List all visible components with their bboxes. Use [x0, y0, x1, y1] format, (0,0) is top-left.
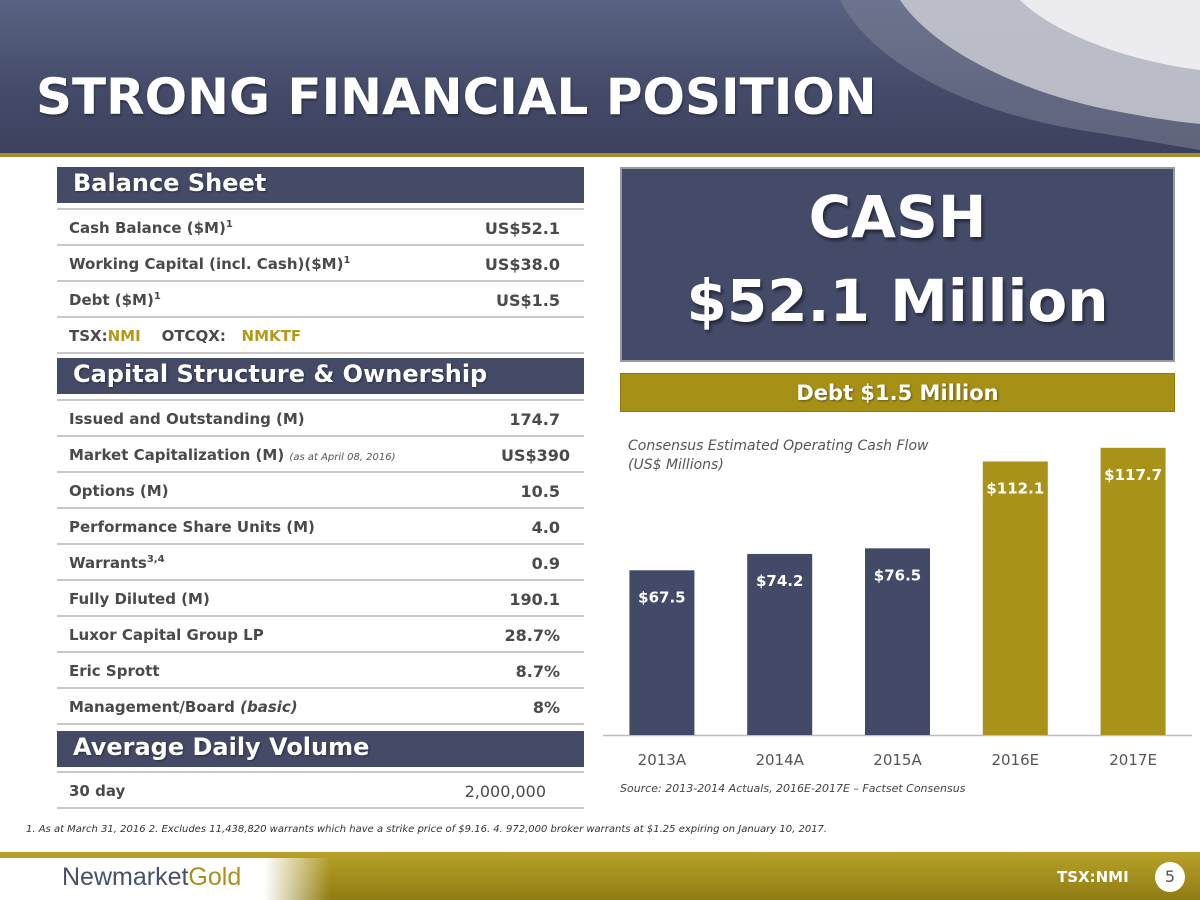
- chart-title: Consensus Estimated Operating Cash Flow …: [628, 437, 928, 475]
- bar-2013A: [629, 570, 695, 735]
- row-value: 190.1: [509, 590, 560, 609]
- otc-label: OTCQX:: [161, 327, 226, 345]
- data-label-2015A: $76.5: [874, 566, 921, 584]
- row-value: 0.9: [531, 554, 560, 573]
- row-footnote-mark: 3,4: [146, 554, 165, 565]
- average-daily-volume-heading-text: Average Daily Volume: [73, 733, 370, 761]
- data-label-2016E: $112.1: [986, 479, 1044, 497]
- row-value: US$1.5: [496, 291, 560, 310]
- bar-2016E: [982, 461, 1048, 735]
- capital-structure-heading: Capital Structure & Ownership: [57, 358, 584, 394]
- row-label-qualifier: (basic): [240, 698, 298, 716]
- row-label: Options (M): [69, 482, 169, 500]
- row-footnote-mark: 1: [343, 255, 351, 266]
- row-value: 2,000,000: [464, 782, 546, 801]
- x-tick-label-2016E: 2016E: [991, 751, 1039, 769]
- row-label: Performance Share Units (M): [69, 518, 315, 536]
- header-divider: [0, 153, 1200, 157]
- row-value: US$38.0: [484, 255, 560, 274]
- row-label: Cash Balance ($M): [69, 219, 226, 237]
- table-row: Fully Diluted (M) 190.1: [57, 581, 584, 617]
- row-value: 28.7%: [504, 626, 560, 645]
- page-title: STRONG FINANCIAL POSITION: [36, 68, 877, 126]
- cash-amount: $52.1 Million: [686, 267, 1109, 335]
- newmarket-gold-logo: NewmarketGold: [62, 863, 241, 892]
- data-label-2013A: $67.5: [638, 588, 685, 606]
- x-tick-label-2013A: 2013A: [638, 751, 687, 769]
- cash-heading: CASH: [808, 183, 987, 251]
- debt-highlight-box: Debt $1.5 Million: [620, 373, 1175, 412]
- row-value: 10.5: [520, 482, 560, 501]
- logo-text-newmarket: Newmarket: [62, 863, 189, 891]
- capital-structure-heading-text: Capital Structure & Ownership: [73, 360, 488, 388]
- x-tick-label-2014A: 2014A: [755, 751, 804, 769]
- row-note: (as at April 08, 2016): [289, 452, 396, 463]
- bar-2014A: [747, 553, 813, 735]
- row-footnote-mark: 1: [153, 291, 161, 302]
- ticker-row: TSX:NMI OTCQX: NMKTF: [57, 318, 584, 354]
- chart-source: Source: 2013-2014 Actuals, 2016E-2017E –…: [620, 782, 966, 795]
- row-label: Warrants: [69, 554, 147, 572]
- footer-logo-background: [0, 858, 330, 900]
- operating-cash-flow-chart: $67.5 2013A $74.2 2014A $76.5 2015A $112.1 2016…: [603, 447, 1192, 769]
- row-label: Luxor Capital Group LP: [69, 626, 264, 644]
- footnote: 1. As at March 31, 2016 2. Excludes 11,4…: [26, 824, 828, 835]
- otc-symbol: NMKTF: [241, 327, 302, 345]
- row-label: Market Capitalization (M): [69, 446, 285, 464]
- average-daily-volume-table: 30 day 2,000,000: [57, 771, 584, 809]
- average-daily-volume-heading: Average Daily Volume: [57, 731, 584, 767]
- row-label: 30 day: [69, 782, 126, 800]
- logo-text-gold: Gold: [188, 863, 242, 891]
- balance-sheet-table: Cash Balance ($M)1 US$52.1 Working Capit…: [57, 208, 584, 354]
- row-label: Eric Sprott: [69, 662, 160, 680]
- debt-label: Debt $1.5 Million: [796, 381, 999, 405]
- data-label-2014A: $74.2: [756, 572, 803, 590]
- row-value: 8.7%: [515, 662, 560, 681]
- table-row: Working Capital (incl. Cash)($M)1 US$38.…: [57, 246, 584, 282]
- table-row: Cash Balance ($M)1 US$52.1: [57, 210, 584, 246]
- table-row: Eric Sprott 8.7%: [57, 653, 584, 689]
- table-row: Performance Share Units (M) 4.0: [57, 509, 584, 545]
- tsx-label: TSX:: [69, 327, 108, 345]
- row-value: 174.7: [509, 410, 560, 429]
- balance-sheet-heading-text: Balance Sheet: [73, 169, 267, 197]
- table-row: Management/Board (basic) 8%: [57, 689, 584, 725]
- x-tick-label-2015A: 2015A: [873, 751, 922, 769]
- footer-ticker: TSX:NMI: [1057, 868, 1129, 886]
- row-value: 4.0: [531, 518, 560, 537]
- table-row: Luxor Capital Group LP 28.7%: [57, 617, 584, 653]
- capital-structure-table: Issued and Outstanding (M) 174.7 Market …: [57, 399, 584, 725]
- tsx-symbol: NMI: [107, 327, 141, 345]
- bar-2017E: [1100, 447, 1166, 735]
- row-value: US$52.1: [484, 219, 560, 238]
- table-row: Market Capitalization (M) (as at April 0…: [57, 437, 584, 473]
- chart-title-line-1: Consensus Estimated Operating Cash Flow: [628, 438, 929, 454]
- row-value: 8%: [532, 698, 560, 717]
- page-number: 5: [1155, 862, 1185, 892]
- row-label: Management/Board: [69, 698, 235, 716]
- chart-title-line-2: (US$ Millions): [628, 457, 724, 473]
- data-label-2017E: $117.7: [1104, 466, 1162, 484]
- cash-highlight-box: CASH $52.1 Million: [620, 167, 1175, 362]
- row-label: Issued and Outstanding (M): [69, 410, 305, 428]
- row-value: US$390: [500, 446, 570, 465]
- header-banner: STRONG FINANCIAL POSITION: [0, 0, 1200, 153]
- row-footnote-mark: 1: [225, 219, 233, 230]
- table-row: Debt ($M)1 US$1.5: [57, 282, 584, 318]
- table-row: Warrants3,4 0.9: [57, 545, 584, 581]
- bar-2015A: [865, 548, 930, 735]
- header-swoosh-decoration: [840, 0, 1200, 150]
- balance-sheet-heading: Balance Sheet: [57, 167, 584, 203]
- row-label: Fully Diluted (M): [69, 590, 210, 608]
- table-row: Options (M) 10.5: [57, 473, 584, 509]
- table-row: 30 day 2,000,000: [57, 773, 584, 809]
- x-tick-label-2017E: 2017E: [1109, 751, 1157, 769]
- table-row: Issued and Outstanding (M) 174.7: [57, 401, 584, 437]
- row-label: Debt ($M): [69, 291, 154, 309]
- row-label: Working Capital (incl. Cash)($M): [69, 255, 344, 273]
